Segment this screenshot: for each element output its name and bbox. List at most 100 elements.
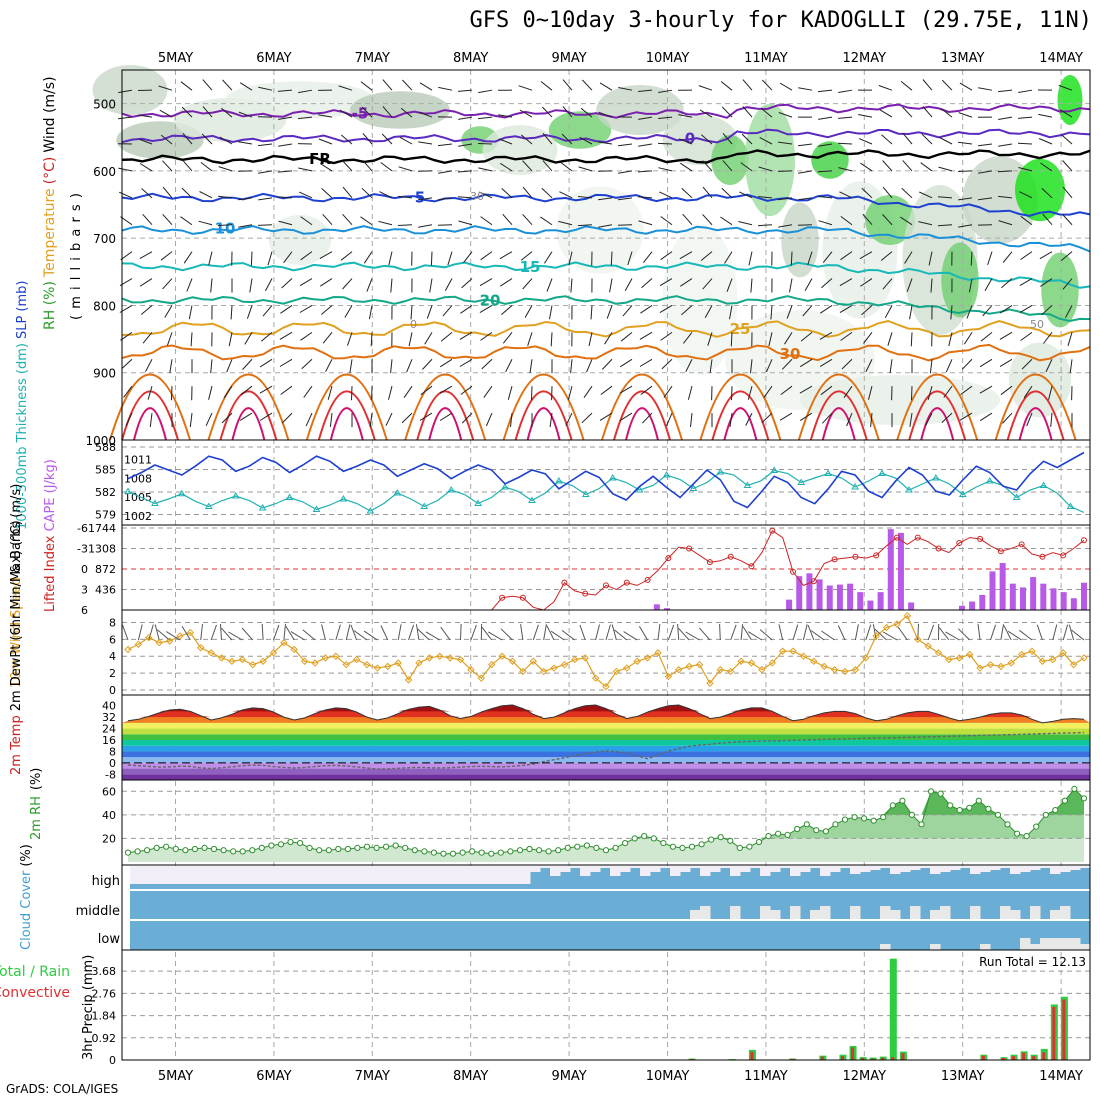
rh-point — [746, 843, 753, 850]
thickness-point — [151, 499, 159, 506]
rh-point — [230, 848, 237, 855]
lifted-index-point — [1018, 541, 1025, 548]
day-label-top: 7MAY — [355, 51, 390, 66]
precip-convective-bar — [871, 1058, 875, 1060]
thickness-point — [393, 489, 402, 496]
wind-speed-point — [695, 660, 704, 669]
rh-point — [258, 844, 265, 852]
rh-point — [469, 848, 476, 855]
temp-band — [122, 728, 1090, 735]
rh-ylabel: 2m RH(%) — [29, 768, 44, 840]
precip-convective-bar — [891, 1057, 895, 1060]
cape-bar — [786, 599, 793, 610]
rh-point — [918, 821, 925, 828]
thickness-tick-label: 585 — [95, 464, 116, 477]
wind-speed-point — [612, 667, 621, 676]
thickness-tick-label: 579 — [95, 509, 116, 522]
rh-point — [1014, 830, 1021, 837]
precip-convective-bar — [750, 1051, 754, 1060]
wind-tick-label: 2 — [109, 667, 116, 680]
cape-tick-label: 436 — [95, 584, 116, 597]
rh-point — [755, 838, 763, 846]
cape-bar — [1019, 587, 1026, 610]
isotherm-label: 5 — [415, 189, 425, 207]
slp-line — [127, 451, 1085, 509]
rh-point — [210, 845, 218, 853]
cape-bar — [857, 592, 864, 610]
rh-point — [316, 847, 323, 854]
wind-speed-point — [862, 654, 870, 662]
li-tick-label: 6 — [81, 604, 88, 617]
rh-tick-label: 20 — [102, 832, 116, 845]
rh-point — [612, 844, 619, 852]
precip-convective-bar — [1012, 1056, 1016, 1060]
wind-speed-point — [591, 674, 600, 682]
surface-wind-barbs — [122, 623, 1085, 641]
day-label-top: 9MAY — [551, 51, 586, 66]
rh-point — [249, 847, 256, 854]
rh-point — [832, 821, 839, 828]
rh-point — [841, 816, 849, 823]
lifted-index-point — [582, 590, 589, 597]
day-label-top: 12MAY — [843, 51, 887, 66]
rh-point — [602, 847, 610, 854]
wind-speed-point — [747, 659, 756, 667]
rh-tick-label: 40 — [102, 809, 116, 822]
precip-tick-label: 0 — [109, 1054, 116, 1067]
wind-speed-point — [1028, 647, 1036, 655]
rh-area-high — [128, 788, 1084, 815]
rh-point — [1080, 795, 1088, 802]
isotherm-label: 0 — [685, 130, 695, 148]
precip-legend-convective: Convective — [0, 985, 70, 1001]
rh-point — [354, 844, 361, 852]
wind-speed-point — [997, 662, 1005, 671]
precip-convective-bar — [840, 1056, 844, 1060]
wind-speed-point — [321, 654, 330, 662]
thickness-point — [554, 477, 563, 484]
temp-tick-label: 16 — [102, 734, 116, 747]
thickness-point — [177, 489, 186, 497]
lifted-index-line — [128, 529, 1085, 611]
thickness-point — [770, 466, 779, 473]
wind-speed-point — [820, 662, 828, 671]
temp-tick-label: 40 — [102, 700, 116, 713]
wind-speed-point — [207, 649, 215, 657]
rh-point — [277, 841, 285, 848]
cape-bar — [877, 592, 884, 610]
cape-bar — [1030, 577, 1037, 610]
lifted-index-point — [1060, 552, 1067, 559]
lifted-index-point — [790, 568, 797, 575]
rh-point — [927, 788, 935, 795]
temp-band — [122, 768, 1090, 775]
thickness-point — [528, 496, 536, 503]
wind-speed-point — [415, 659, 423, 667]
thickness-point — [420, 502, 429, 509]
upper-wind-barbs — [117, 79, 1073, 428]
rh-point — [297, 840, 304, 847]
rh-point — [201, 844, 208, 852]
rh-point — [268, 842, 275, 849]
temp-band — [122, 757, 1090, 763]
wind-speed-point — [726, 667, 735, 676]
rh-point — [220, 847, 227, 854]
wind-speed-point — [986, 660, 995, 669]
rh-point — [144, 847, 151, 854]
rh-point — [134, 848, 141, 855]
isotherm-15 — [121, 261, 1091, 289]
lifted-index-point — [873, 552, 880, 559]
cape-bar — [1040, 583, 1047, 610]
wind-speed-point — [643, 654, 652, 662]
li-tick-label: 0 — [81, 563, 88, 576]
day-label-bottom: 5MAY — [158, 1069, 193, 1084]
temp-band — [122, 745, 1090, 752]
precip-convective-bar — [1062, 999, 1066, 1060]
thickness-point — [581, 490, 590, 497]
rh-point — [507, 848, 514, 855]
temp-band — [122, 751, 1090, 758]
temp-band — [122, 734, 1090, 740]
temp-tick-label: -8 — [105, 768, 116, 781]
rh-point — [373, 844, 380, 852]
precip-convective-bar — [851, 1047, 855, 1060]
wind-speed-point — [633, 657, 641, 665]
wind-speed-point — [1080, 654, 1088, 662]
